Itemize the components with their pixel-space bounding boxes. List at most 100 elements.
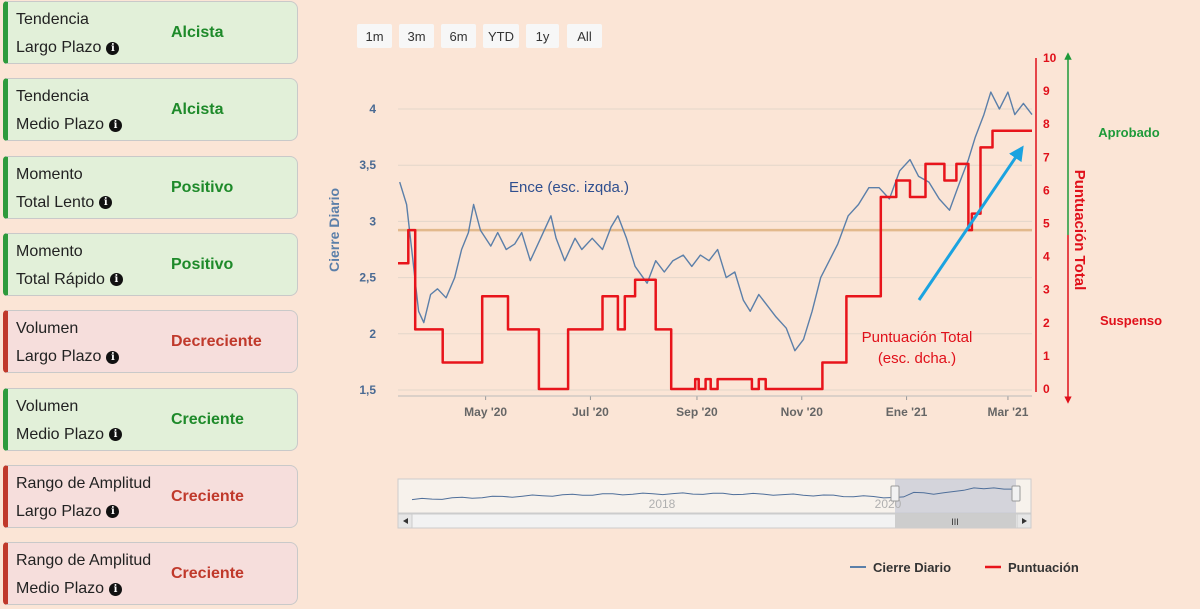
score-series-line (398, 129, 1032, 391)
legend-price-label[interactable]: Cierre Diario (873, 560, 951, 575)
navigator-handle-left[interactable] (890, 485, 900, 502)
navigator-label-2018: 2018 (649, 497, 676, 511)
indicator-card: Volumen Largo Plazo i Decreciente (3, 310, 298, 374)
x-tick-label: Sep '20 (676, 405, 718, 419)
indicator-value: Positivo (171, 178, 234, 196)
approved-label: Aprobado (1098, 125, 1159, 140)
right-axis-title: Puntuación Total (1071, 170, 1088, 291)
range-button-1m[interactable]: 1m (357, 24, 392, 48)
indicator-card: Tendencia Largo Plazo i Alcista (3, 1, 298, 64)
indicator-subtitle: Medio Plazo (16, 116, 105, 134)
left-tick-label: 3,5 (359, 158, 376, 172)
range-button-3m[interactable]: 3m (399, 24, 434, 48)
navigator-series (411, 487, 1014, 501)
indicator-subtitle-row: Medio Plazo i (16, 425, 123, 444)
info-icon[interactable]: i (106, 41, 120, 55)
navigator-selection[interactable] (895, 479, 1016, 513)
right-tick-label: 4 (1043, 250, 1050, 264)
x-tick-label: Mar '21 (988, 405, 1029, 419)
right-tick-label: 3 (1043, 283, 1050, 297)
indicator-value: Positivo (171, 255, 234, 273)
left-tick-label: 2 (369, 327, 376, 341)
left-tick-label: 2,5 (359, 271, 376, 285)
range-button-6m[interactable]: 6m (441, 24, 476, 48)
info-icon[interactable]: i (106, 350, 120, 364)
indicator-value: Creciente (171, 487, 244, 505)
indicator-title: Rango de Amplitud (16, 474, 152, 492)
price-annotation: Ence (esc. izqda.) (509, 179, 629, 196)
gridlines (398, 108, 1032, 391)
left-tick-label: 4 (369, 102, 376, 116)
info-icon[interactable]: i (109, 118, 123, 132)
left-tick-label: 1,5 (359, 383, 376, 397)
scrollbar-thumb[interactable] (895, 514, 1016, 528)
indicator-title: Volumen (16, 320, 79, 338)
indicator-subtitle-row: Largo Plazo i (16, 348, 120, 366)
legend-score-label[interactable]: Puntuación (1008, 560, 1079, 575)
indicator-title: Tendencia (16, 11, 89, 28)
indicator-subtitle-row: Medio Plazo i (16, 580, 123, 598)
left-tick-label: 3 (369, 214, 376, 228)
series-layer (398, 91, 1033, 391)
indicator-subtitle-row: Medio Plazo i (16, 116, 123, 134)
indicator-value: Alcista (171, 101, 224, 119)
navigator[interactable]: 2018 2020 (397, 478, 1032, 514)
indicator-value: Decreciente (171, 333, 262, 351)
score-annotation-line2: (esc. dcha.) (878, 350, 956, 367)
right-tick-label: 7 (1043, 150, 1050, 164)
chevron-right-icon (1022, 518, 1027, 524)
range-button-ytd[interactable]: YTD (483, 24, 519, 48)
indicator-subtitle: Medio Plazo (16, 425, 105, 443)
right-tick-label: 8 (1043, 117, 1050, 131)
indicator-card: Rango de Amplitud Largo Plazo i Creciente (3, 464, 298, 528)
indicator-value: Creciente (171, 410, 244, 428)
indicator-subtitle: Medio Plazo (16, 580, 105, 598)
indicator-subtitle: Largo Plazo (16, 39, 102, 56)
indicator-subtitle-row: Largo Plazo i (16, 39, 120, 57)
info-icon[interactable]: i (109, 273, 123, 287)
indicator-value: Creciente (171, 565, 244, 583)
right-tick-label: 10 (1043, 51, 1057, 65)
indicator-title: Momento (16, 242, 83, 260)
indicator-value: Alcista (171, 24, 224, 41)
right-tick-label: 0 (1043, 382, 1050, 396)
legend: Cierre Diario Puntuación (850, 560, 1079, 575)
axes: 1,5 2 2,5 3 3,5 4 0 1 2 3 4 5 6 7 8 9 10 May '20 Jul '20 Se… (359, 51, 1056, 419)
indicator-card: Volumen Medio Plazo i Creciente (3, 387, 298, 451)
x-tick-label: Jul '20 (572, 405, 609, 419)
x-tick-label: Ene '21 (886, 405, 928, 419)
indicator-title: Tendencia (16, 88, 89, 106)
indicator-title: Volumen (16, 397, 79, 415)
right-tick-label: 6 (1043, 183, 1050, 197)
navigator-handle-right[interactable] (1011, 485, 1021, 502)
x-tick-label: May '20 (464, 405, 507, 419)
suspended-label: Suspenso (1100, 313, 1162, 328)
range-button-1y[interactable]: 1y (526, 24, 559, 48)
indicator-subtitle-row: Total Lento i (16, 193, 113, 212)
scrollbar[interactable]: III (397, 513, 1032, 529)
info-icon[interactable]: i (106, 505, 120, 519)
x-tick-label: Nov '20 (781, 405, 824, 419)
indicator-subtitle: Largo Plazo (16, 348, 102, 366)
right-tick-label: 5 (1043, 217, 1050, 231)
indicator-subtitle: Total Lento (16, 193, 95, 211)
indicator-subtitle-row: Total Rápido i (16, 271, 123, 289)
scrollbar-grip: III (951, 517, 959, 527)
range-button-all[interactable]: All (567, 24, 602, 48)
trend-arrow (917, 145, 1024, 301)
info-icon[interactable]: i (109, 428, 123, 441)
left-axis-title: Cierre Diario (326, 188, 342, 272)
right-tick-label: 1 (1043, 349, 1050, 363)
indicator-title: Rango de Amplitud (16, 552, 152, 570)
info-icon[interactable]: i (99, 196, 113, 210)
indicator-card: Momento Total Lento i Positivo (3, 155, 298, 219)
chevron-left-icon (403, 518, 408, 524)
indicator-subtitle: Total Rápido (16, 270, 105, 288)
indicator-card: Rango de Amplitud Medio Plazo i Creciente (3, 542, 298, 606)
indicator-subtitle: Largo Plazo (16, 502, 102, 520)
right-tick-label: 2 (1043, 316, 1050, 330)
info-icon[interactable]: i (109, 582, 123, 596)
right-tick-label: 9 (1043, 84, 1050, 98)
indicator-title: Momento (16, 165, 83, 183)
